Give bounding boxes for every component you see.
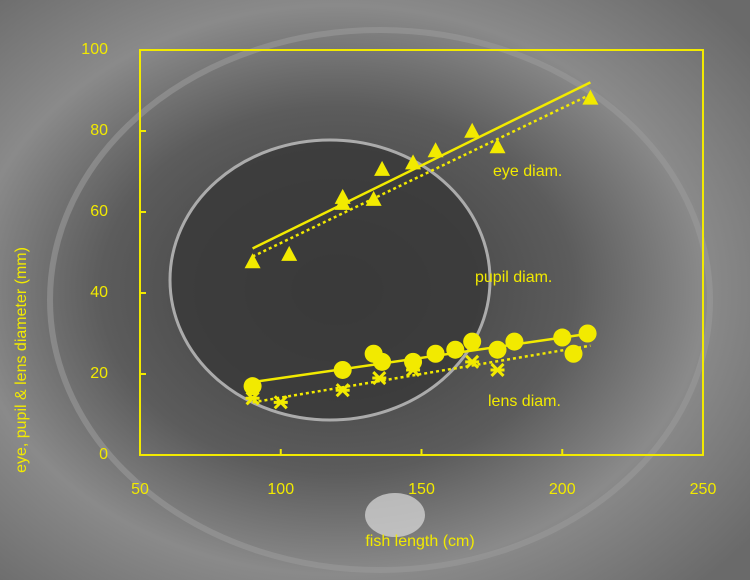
y-tick-label: 40 [90, 284, 108, 301]
data-point [565, 345, 583, 363]
x-axis-label: fish length (cm) [365, 533, 474, 550]
data-point [553, 329, 571, 347]
y-tick-label: 100 [81, 41, 108, 58]
data-point [244, 377, 262, 395]
pupil-shape [170, 140, 490, 420]
data-point [489, 341, 507, 359]
y-tick-label: 60 [90, 203, 108, 220]
x-tick-label: 250 [690, 481, 717, 498]
y-tick-label: 20 [90, 365, 108, 382]
annotation: lens diam. [488, 393, 561, 410]
data-point [463, 333, 481, 351]
x-tick-label: 200 [549, 481, 576, 498]
data-point [334, 361, 352, 379]
data-point [505, 333, 523, 351]
x-tick-label: 150 [408, 481, 435, 498]
reflection [365, 493, 425, 537]
y-tick-label: 80 [90, 122, 108, 139]
data-point [427, 345, 445, 363]
x-tick-label: 100 [267, 481, 294, 498]
y-axis-label: eye, pupil & lens diameter (mm) [13, 247, 30, 473]
annotation: eye diam. [493, 163, 562, 180]
data-point [579, 325, 597, 343]
data-point [373, 353, 391, 371]
chart: fish length (cm) eye, pupil & lens diame… [0, 0, 750, 580]
y-tick-label: 0 [99, 446, 108, 463]
page: fish length (cm) eye, pupil & lens diame… [0, 0, 750, 580]
x-tick-label: 50 [131, 481, 149, 498]
data-point [446, 341, 464, 359]
annotation: pupil diam. [475, 269, 552, 286]
